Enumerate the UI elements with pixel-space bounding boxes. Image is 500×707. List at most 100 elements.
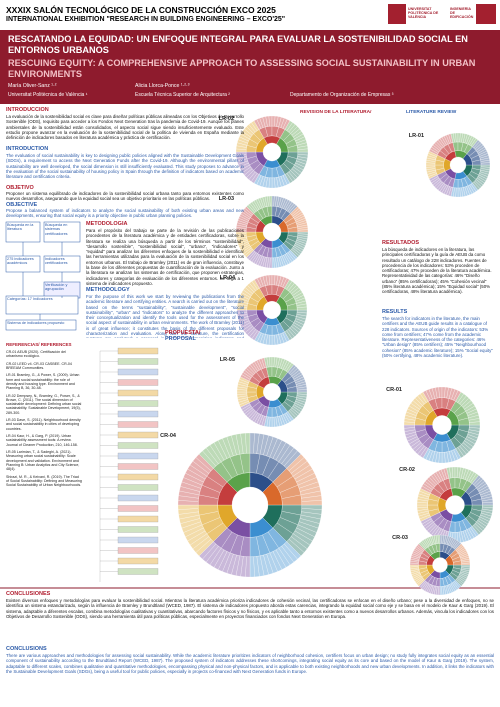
paragraph: There are various approaches and methodo… [6, 653, 494, 674]
wheel-label: LR-01 [409, 133, 424, 139]
wheel [409, 534, 471, 596]
wheel [235, 115, 309, 189]
heading: PROPUESTA/ [165, 330, 201, 336]
header-line2: INTERNATIONAL EXHIBITION "RESEARCH IN BU… [6, 16, 286, 23]
logo-upv: UNIVERSITAT POLITÈCNICA DE VALÈNCIA [408, 7, 439, 19]
reference: Shirazi, M. R., & Keivani, R. (2019). Th… [6, 474, 82, 488]
tree-node [117, 505, 159, 512]
reference: CR-01 AEUB (2020). Certificación del urb… [6, 350, 66, 359]
logo-mark [388, 4, 406, 24]
tree-node [117, 473, 159, 481]
heading: INTRODUCTION [6, 146, 49, 152]
title-es: RESCATANDO LA EQUIDAD: UN ENFOQUE INTEGR… [8, 34, 468, 55]
flow-label: Categorías: 17 Indicadores [7, 297, 53, 301]
reference: LR-03 Dave, S. (2011). Neighbourhood den… [6, 418, 81, 431]
tree-node [117, 442, 159, 449]
wheel [236, 356, 308, 428]
tree-node [117, 568, 159, 575]
flow-label: Búsqueda en sistemas certificadores [45, 223, 68, 236]
affiliation: Universitat Politècnica de València ¹ [8, 92, 88, 98]
wheel-label: LR-02 [219, 116, 234, 122]
tree-node [117, 463, 159, 470]
reference: CR-02 LEED v4. CR-03 CASBEE. CR-04 BREEA… [6, 361, 72, 370]
tree-node [117, 547, 159, 554]
wheel-segment [461, 562, 471, 566]
paragraph: Propose a balanced system of indicators … [6, 208, 244, 219]
tree-node [117, 515, 159, 523]
title-band [0, 30, 500, 104]
wheel [236, 274, 308, 346]
heading: RESULTS [382, 309, 408, 315]
wheel [177, 432, 323, 578]
flow-label: Búsqueda en la literatura [7, 223, 34, 232]
wheel-label: LR-05 [220, 357, 235, 363]
heading: OBJECTIVE [6, 202, 38, 208]
reference-list: CR-01 AEUB (2020). Certificación del urb… [6, 350, 82, 585]
tree-node [117, 526, 159, 533]
tree-node [117, 557, 159, 565]
heading: REVISIÓN DE LA LITERATURA/ [300, 110, 372, 115]
tree-node [117, 410, 159, 418]
wheel [416, 466, 494, 544]
tree-node [117, 484, 159, 491]
wheel-label: CR-01 [386, 387, 402, 393]
tree-node [117, 347, 159, 355]
paragraph: Para el propósito del trabajo se parte d… [86, 228, 244, 286]
wheel [425, 132, 491, 198]
affiliation: Escuela Técnica Superior de Arquitectura… [135, 92, 230, 98]
header-line1: XXXIX SALÓN TECNOLÓGICO DE LA CONSTRUCCI… [6, 5, 276, 15]
heading: RESULTADOS [382, 240, 420, 246]
paragraph: The search for indicators in the literat… [382, 316, 493, 358]
tree-node [117, 421, 159, 428]
affiliation: Departamento de Organización de Empresas… [290, 92, 394, 98]
tree-node [117, 536, 159, 544]
tree-node [117, 400, 159, 407]
paragraph: Proponer un sistema equilibrado de indic… [6, 191, 244, 202]
tree-node [117, 379, 159, 386]
heading: METHODOLOGY [86, 287, 130, 293]
tree-node [117, 358, 159, 365]
author: Alicia Llorca-Ponce ¹·²·³ [135, 83, 190, 89]
logo-school: INGENIERÍA DE EDIFICACIÓN [450, 7, 474, 19]
heading: INTRODUCCIÓN [6, 107, 49, 113]
wheel [235, 195, 309, 269]
wheel-segment [296, 389, 308, 393]
tree-node [117, 389, 159, 397]
tree-node [117, 431, 159, 439]
tree-node [117, 452, 159, 460]
title-en: RESCUING EQUITY: A COMPREHENSIVE APPROAC… [8, 58, 476, 79]
paragraph: For the purpose of this work we start by… [86, 294, 244, 338]
reference: LR-05 Larimian, T., & Sadeghi, A. (2021)… [6, 449, 80, 472]
wheel-segment [297, 148, 309, 153]
tree-node [117, 494, 159, 502]
heading: CONCLUSIONS [6, 646, 47, 652]
author: María Oliver-Sanz ¹·² [8, 83, 57, 89]
wheel-segment [482, 502, 494, 506]
paragraph: Existen diversos enfoques y metodologías… [6, 598, 494, 619]
heading: REFERENCIAS/ REFERENCES [6, 342, 72, 347]
paragraph: La búsqueda de indicadores en la literat… [382, 247, 492, 295]
logo-mark [476, 4, 496, 24]
flow-box [5, 319, 77, 331]
flow-label: Indicadores certificadores [45, 257, 68, 266]
heading: PROPOSAL [165, 336, 196, 342]
wheel-label: CR-03 [392, 535, 408, 541]
wheel-label: CR-02 [399, 467, 415, 473]
flow-box [5, 295, 79, 315]
wheel-label: LR-04 [220, 275, 236, 281]
wheel-label: LR-03 [219, 196, 234, 202]
heading: CONCLUSIONES [6, 591, 51, 597]
paragraph: La evaluación de la sostenibilidad socia… [6, 114, 244, 141]
flow-label: Verificación y agrupación [45, 283, 68, 292]
wheel-segment [297, 229, 309, 233]
reference: LR-04 Kaur, H., & Garg, P. (2019). Urban… [6, 434, 78, 447]
tree-node [117, 368, 159, 376]
reference: LR-02 Dempsey, N., Bramley, G., Power, S… [6, 393, 82, 415]
flow-label: 275 indicadores académicos [7, 257, 34, 266]
heading: OBJETIVO [6, 185, 34, 191]
heading: LITERATURE REVIEW [406, 110, 457, 115]
reference: LR-01 Bramley, G., & Power, S. (2009). U… [6, 373, 80, 391]
heading: METODOLOGÍA [86, 221, 128, 227]
